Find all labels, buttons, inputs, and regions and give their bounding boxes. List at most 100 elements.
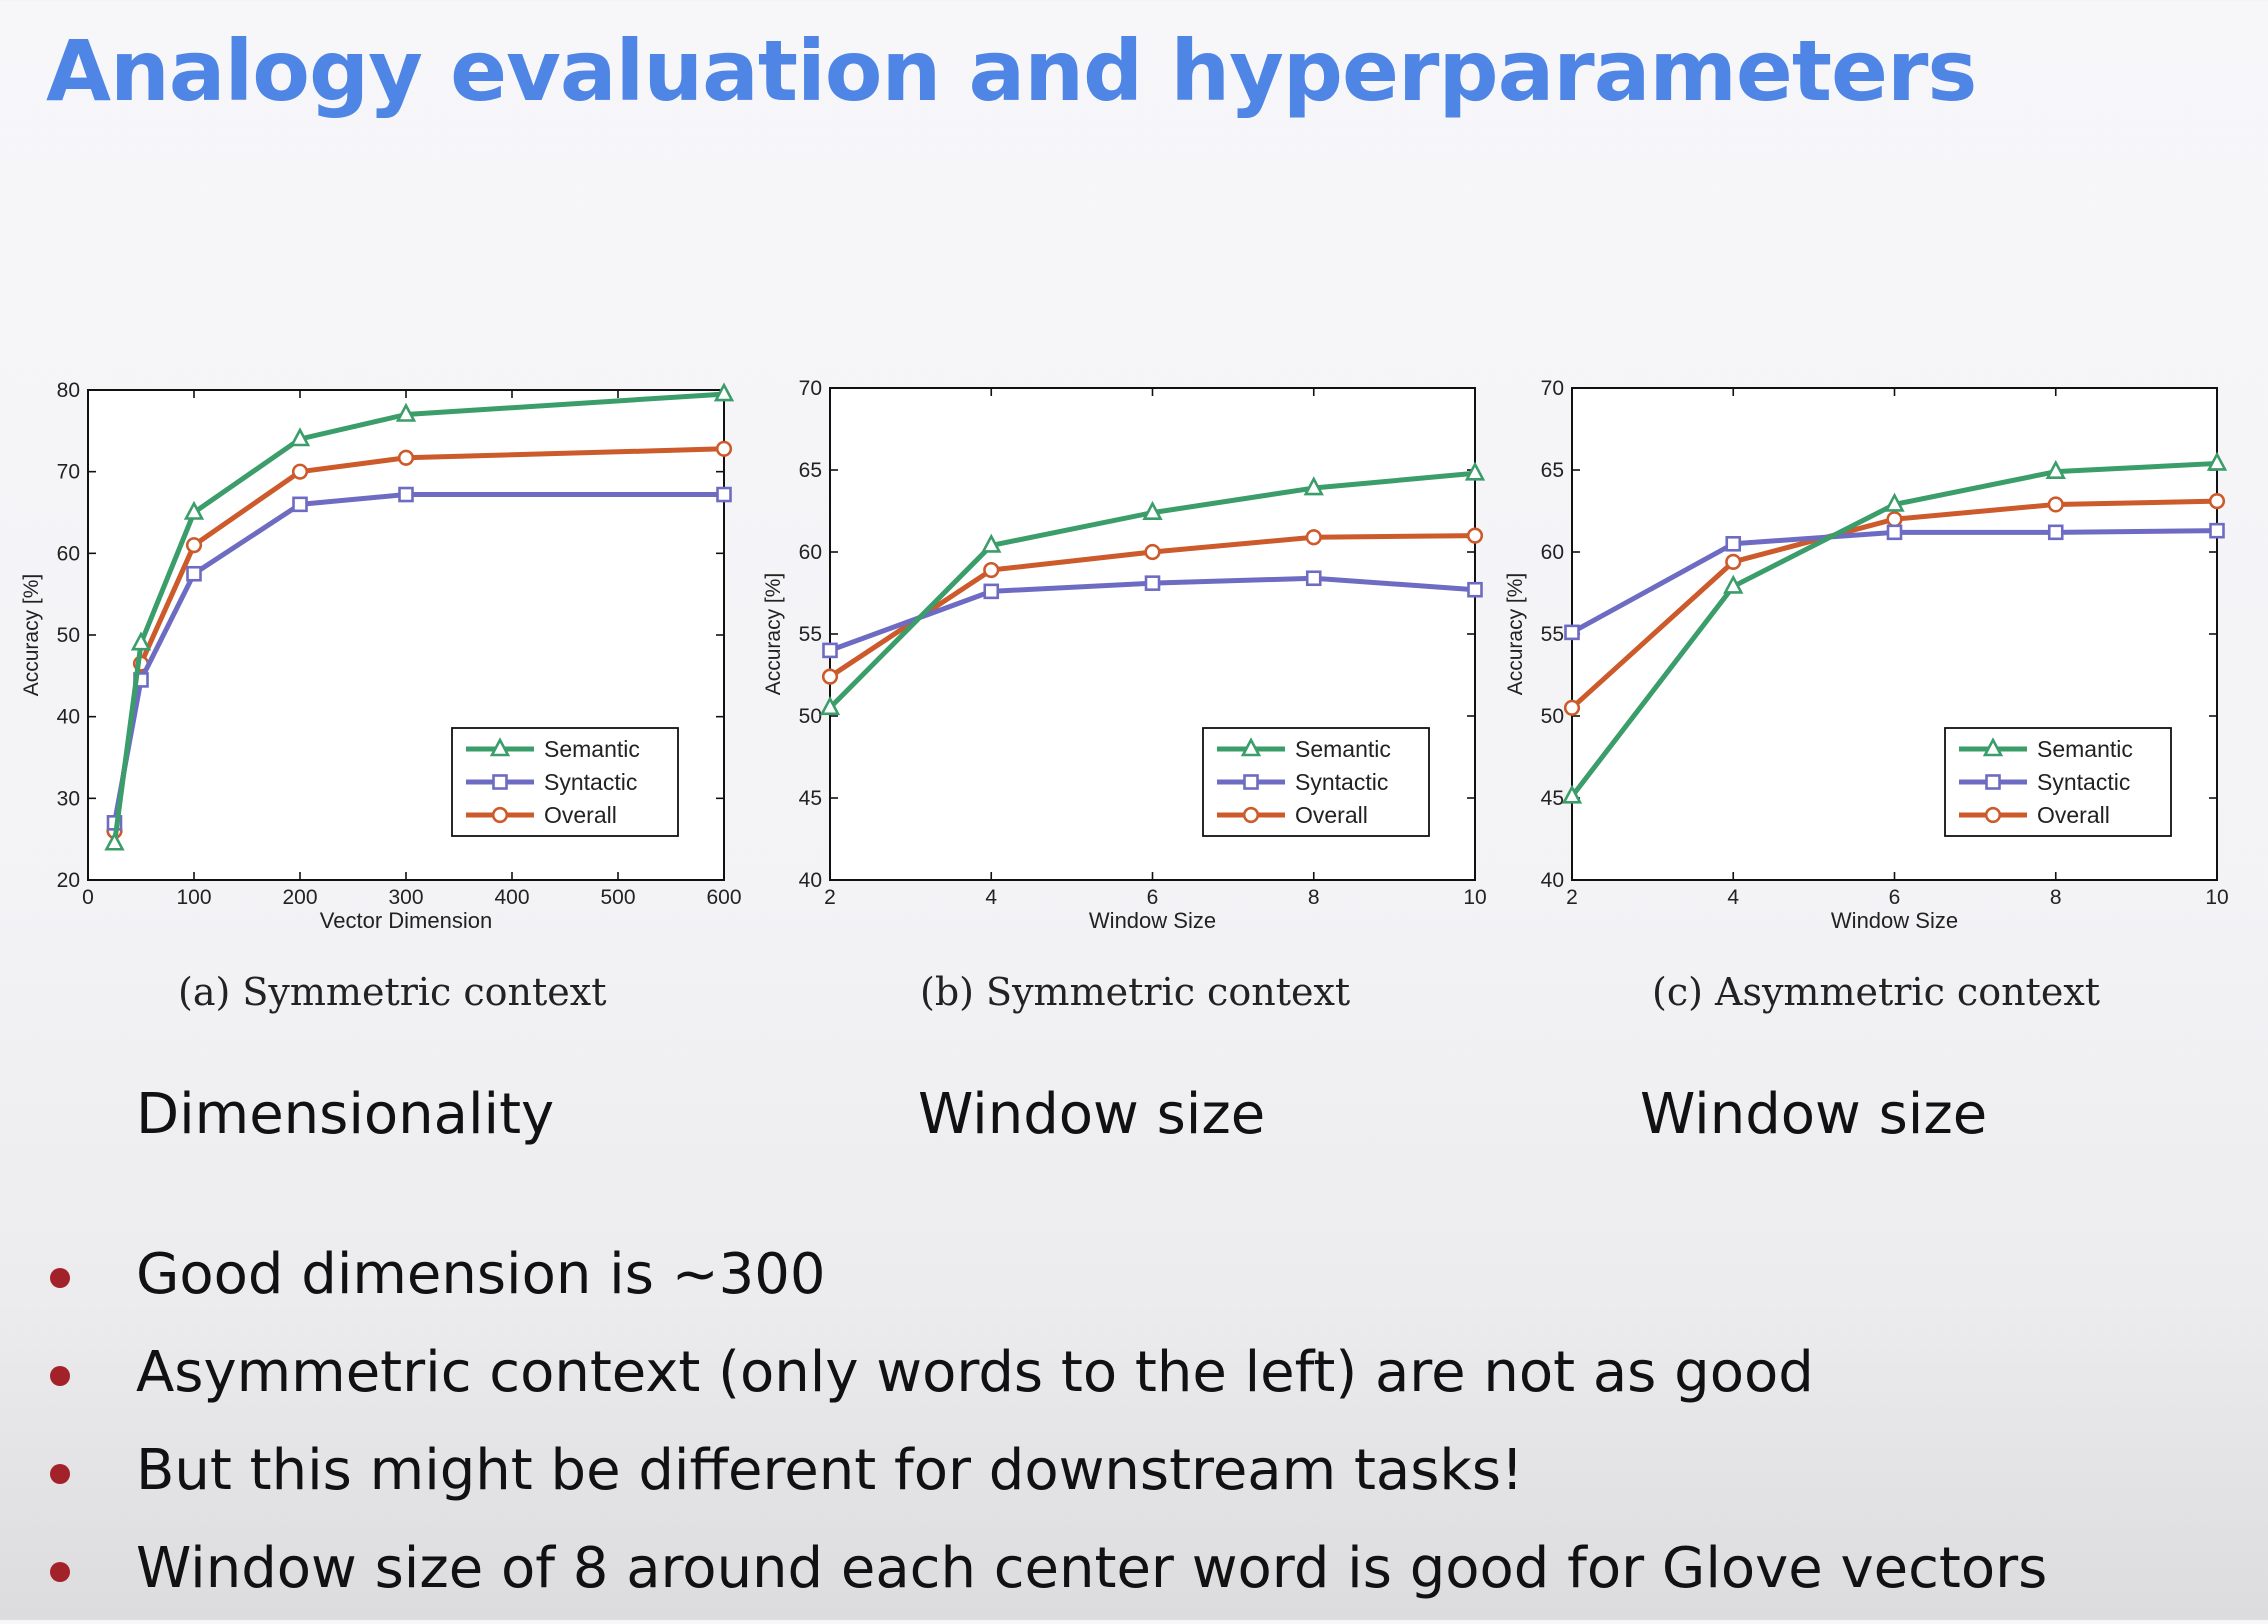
data-point-semantic [289, 427, 311, 447]
data-point-syntactic [292, 496, 308, 513]
data-point-overall [1305, 529, 1322, 546]
y-tick-label: 30 [57, 787, 80, 810]
data-point-semantic [1303, 476, 1324, 496]
chart-0: 0 100 200 300 400 500 600 20 30 40 50 60 70 80 Vector … [20, 379, 742, 933]
legend-label: Semantic [1295, 736, 1391, 762]
charts-area: 0 100 200 300 400 500 600 20 30 40 50 60 70 80 Vector … [20, 377, 2229, 933]
x-tick-label: 8 [2050, 886, 2062, 909]
legend-label: Overall [2037, 802, 2110, 828]
y-tick-label: 40 [1541, 869, 1564, 892]
data-point-syntactic [2047, 524, 2064, 541]
bullet-text: Asymmetric context (only words to the le… [136, 1340, 1814, 1405]
x-tick-label: 4 [985, 886, 997, 909]
legend-label: Syntactic [544, 769, 637, 795]
data-point-syntactic [398, 486, 414, 503]
data-point-semantic [713, 382, 735, 402]
data-point-overall [1725, 553, 1742, 570]
legend-marker [1982, 737, 2004, 757]
data-point-overall [1466, 527, 1484, 544]
x-axis-label: Window Size [1831, 908, 1958, 933]
x-tick-label: 400 [494, 886, 529, 909]
data-point-overall [185, 537, 203, 554]
data-point-overall [1886, 511, 1903, 528]
data-point-overall [983, 561, 1000, 579]
data-point-semantic [2206, 451, 2228, 471]
x-tick-label: 300 [388, 886, 423, 909]
x-tick-label: 6 [1889, 886, 1901, 909]
y-tick-label: 45 [1541, 787, 1564, 810]
x-tick-label: 6 [1147, 886, 1159, 909]
x-tick-label: 10 [1463, 886, 1486, 909]
legend-marker [492, 774, 508, 790]
legend-label: Semantic [544, 736, 640, 762]
legend: Semantic Syntactic Overall [451, 727, 679, 837]
data-point-overall [715, 440, 733, 457]
y-tick-label: 55 [799, 623, 822, 646]
y-axis-label: Accuracy [%] [1504, 573, 1527, 696]
y-tick-label: 50 [799, 705, 822, 728]
data-point-overall [291, 463, 309, 480]
data-point-semantic [104, 831, 125, 851]
data-point-syntactic [1305, 570, 1322, 587]
y-tick-label: 80 [57, 379, 80, 402]
y-tick-label: 70 [799, 377, 822, 400]
y-tick-label: 60 [57, 542, 80, 565]
data-point-syntactic [1886, 524, 1903, 541]
data-point-semantic [1884, 492, 1905, 512]
legend-label: Overall [1295, 802, 1368, 828]
legend-label: Overall [544, 802, 617, 828]
x-tick-label: 8 [1308, 886, 1320, 909]
y-tick-label: 60 [1541, 541, 1564, 564]
data-point-syntactic [822, 642, 838, 659]
y-tick-label: 20 [57, 869, 80, 892]
data-point-syntactic [1725, 536, 1742, 552]
caption-b: (b) Symmetric context [920, 970, 1351, 1014]
y-tick-label: 45 [799, 787, 822, 810]
x-tick-label: 2 [824, 886, 836, 909]
bullet-text: Window size of 8 around each center word… [136, 1536, 2048, 1601]
x-tick-label: 10 [2205, 886, 2228, 909]
data-point-semantic [981, 533, 1002, 553]
legend: Semantic Syntactic Overall [1202, 727, 1430, 837]
x-axis-label: Vector Dimension [320, 908, 492, 933]
y-tick-label: 65 [1541, 459, 1564, 482]
x-axis-label: Window Size [1089, 908, 1216, 933]
chart-2: 2 4 6 8 10 40 45 50 55 60 65 70 Window Size Accuracy … [1504, 377, 2229, 933]
data-point-syntactic [1144, 575, 1161, 591]
data-point-syntactic [983, 583, 1000, 600]
y-tick-label: 50 [57, 624, 80, 647]
subheading-window-size-c: Window size [1640, 1082, 1988, 1147]
bullet-dot-icon [50, 1268, 70, 1288]
data-point-overall [821, 668, 839, 685]
legend-marker [1984, 806, 2002, 824]
bullet-dot-icon [50, 1464, 70, 1484]
data-point-semantic [1142, 500, 1163, 520]
data-point-overall [2047, 496, 2064, 513]
series-line-syntactic [112, 492, 724, 824]
y-tick-label: 40 [57, 706, 80, 729]
bullet-dot-icon [50, 1562, 70, 1582]
data-point-semantic [1561, 784, 1583, 804]
data-point-overall [1563, 699, 1581, 716]
caption-a: (a) Symmetric context [178, 970, 607, 1014]
data-point-syntactic [716, 486, 732, 503]
data-point-semantic [1464, 461, 1486, 481]
legend-marker [1240, 737, 1262, 757]
data-point-overall [2208, 493, 2226, 510]
legend-label: Syntactic [1295, 769, 1388, 795]
data-point-semantic [2045, 459, 2066, 479]
data-point-syntactic [2209, 522, 2225, 539]
data-point-semantic [130, 631, 152, 651]
legend-marker [1985, 774, 2001, 790]
subheading-window-size-b: Window size [918, 1082, 1266, 1147]
data-point-semantic [1723, 574, 1744, 594]
slide-title: Analogy evaluation and hyperparameters [46, 22, 1977, 120]
x-tick-label: 200 [282, 886, 317, 909]
x-tick-label: 100 [176, 886, 211, 909]
x-tick-label: 0 [82, 886, 94, 909]
bullet-text: Good dimension is ~300 [136, 1242, 826, 1307]
caption-c: (c) Asymmetric context [1652, 970, 2101, 1014]
chart-1: 2 4 6 8 10 40 45 50 55 60 65 70 Window Size Accuracy … [762, 377, 1487, 933]
data-point-semantic [395, 402, 417, 422]
legend-label: Semantic [2037, 736, 2133, 762]
